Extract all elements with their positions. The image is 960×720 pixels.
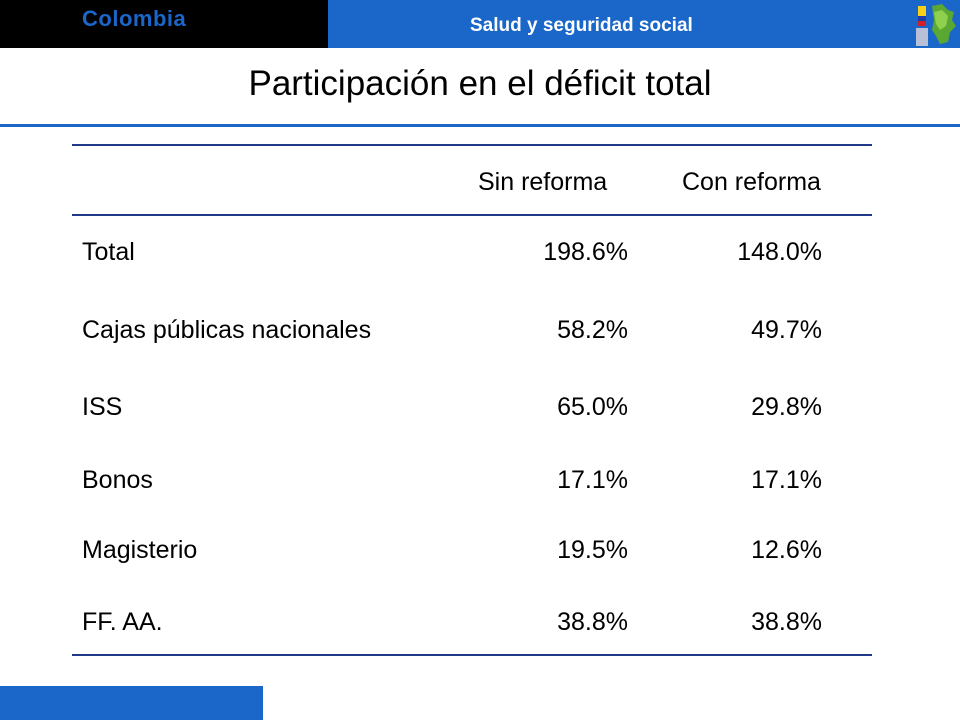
value-sin-reforma: 198.6% bbox=[543, 238, 628, 266]
section-title: Salud y seguridad social bbox=[470, 15, 693, 36]
value-sin-reforma: 19.5% bbox=[557, 536, 628, 564]
column-header-con-reforma: Con reforma bbox=[682, 168, 821, 196]
row-label: Total bbox=[82, 238, 135, 266]
table-top-rule bbox=[72, 144, 872, 146]
value-sin-reforma: 17.1% bbox=[557, 466, 628, 494]
footer-accent-bar bbox=[0, 686, 263, 720]
page-title: Participación en el déficit total bbox=[248, 64, 712, 103]
value-con-reforma: 12.6% bbox=[751, 536, 822, 564]
row-label: Bonos bbox=[82, 466, 153, 494]
value-con-reforma: 38.8% bbox=[751, 608, 822, 636]
table-header-rule bbox=[72, 214, 872, 216]
value-con-reforma: 29.8% bbox=[751, 393, 822, 421]
row-label: ISS bbox=[82, 393, 123, 421]
value-con-reforma: 17.1% bbox=[751, 466, 822, 494]
row-label: FF. AA. bbox=[82, 608, 163, 636]
title-divider bbox=[0, 124, 960, 127]
colombia-map-flag-icon bbox=[912, 0, 960, 48]
value-sin-reforma: 65.0% bbox=[557, 393, 628, 421]
brand-label: Colombia bbox=[82, 6, 187, 31]
header-section-bar: Salud y seguridad social bbox=[328, 0, 960, 48]
value-sin-reforma: 38.8% bbox=[557, 608, 628, 636]
column-header-sin-reforma: Sin reforma bbox=[478, 168, 608, 196]
table-bottom-rule bbox=[72, 654, 872, 656]
value-sin-reforma: 58.2% bbox=[557, 316, 628, 344]
row-label: Cajas públicas nacionales bbox=[82, 316, 372, 344]
header-brand-bar: Colombia bbox=[0, 0, 328, 48]
value-con-reforma: 148.0% bbox=[737, 238, 822, 266]
value-con-reforma: 49.7% bbox=[751, 316, 822, 344]
row-label: Magisterio bbox=[82, 536, 198, 564]
